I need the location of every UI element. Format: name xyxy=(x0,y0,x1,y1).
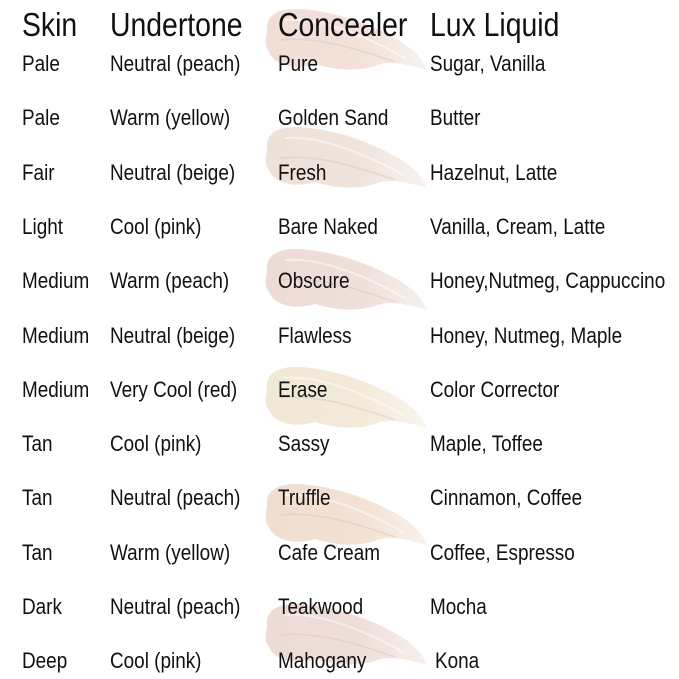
concealer-swatch xyxy=(255,0,430,75)
cell-undertone: Warm (yellow) xyxy=(110,105,231,131)
concealer-swatch xyxy=(255,240,430,315)
cell-concealer: Fresh xyxy=(278,159,327,185)
column-header-skin: Skin xyxy=(22,6,78,43)
cell-lux-liquid: Butter xyxy=(430,105,481,131)
cell-concealer: Flawless xyxy=(278,322,352,348)
cell-skin: Pale xyxy=(22,105,60,131)
cell-lux-liquid: Honey,Nutmeg, Cappuccino xyxy=(430,268,666,294)
cell-lux-liquid: Color Corrector xyxy=(430,376,560,402)
cell-undertone: Neutral (peach) xyxy=(110,594,241,619)
cell-concealer: Bare Naked xyxy=(278,213,378,239)
cell-skin: Pale xyxy=(22,51,60,76)
cell-skin: Dark xyxy=(22,594,62,619)
cell-concealer: Cafe Cream xyxy=(278,539,380,565)
concealer-swatch xyxy=(255,475,430,550)
cell-lux-liquid: Coffee, Espresso xyxy=(430,539,575,565)
cell-lux-liquid: Cinnamon, Coffee xyxy=(430,485,583,511)
cell-concealer: Erase xyxy=(278,376,328,402)
cell-lux-liquid: Sugar, Vanilla xyxy=(430,51,546,76)
concealer-swatch xyxy=(255,595,430,670)
cell-undertone: Neutral (beige) xyxy=(110,322,236,348)
cell-concealer: Pure xyxy=(278,51,318,76)
cell-skin: Tan xyxy=(22,485,53,511)
cell-undertone: Warm (peach) xyxy=(110,268,230,294)
cell-concealer: Truffle xyxy=(278,485,331,511)
cell-undertone: Neutral (peach) xyxy=(110,51,241,76)
cell-undertone: Very Cool (red) xyxy=(110,376,238,402)
column-header-concealer: Concealer xyxy=(278,6,408,43)
cell-concealer: Mahogany xyxy=(278,648,367,674)
cell-lux-liquid: Honey, Nutmeg, Maple xyxy=(430,322,623,348)
cell-lux-liquid: Mocha xyxy=(430,594,487,619)
cell-lux-liquid: Maple, Toffee xyxy=(430,431,543,457)
cell-lux-liquid: Kona xyxy=(435,648,480,674)
cell-concealer: Teakwood xyxy=(278,594,364,619)
cell-undertone: Neutral (beige) xyxy=(110,159,236,185)
cell-concealer: Sassy xyxy=(278,431,330,457)
cell-skin: Medium xyxy=(22,376,90,402)
cell-undertone: Neutral (peach) xyxy=(110,485,241,511)
cell-concealer: Obscure xyxy=(278,268,350,294)
cell-undertone: Cool (pink) xyxy=(110,431,202,457)
column-header-undertone: Undertone xyxy=(110,6,243,43)
cell-skin: Tan xyxy=(22,431,53,457)
cell-undertone: Warm (yellow) xyxy=(110,539,231,565)
column-header-lux-liquid: Lux Liquid xyxy=(430,6,560,43)
cell-skin: Medium xyxy=(22,268,90,294)
cell-concealer: Golden Sand xyxy=(278,105,389,131)
cell-skin: Tan xyxy=(22,539,53,565)
cell-skin: Light xyxy=(22,213,64,239)
cell-undertone: Cool (pink) xyxy=(110,213,202,239)
cell-skin: Fair xyxy=(22,159,55,185)
concealer-swatch xyxy=(255,358,430,433)
cell-lux-liquid: Vanilla, Cream, Latte xyxy=(430,213,606,239)
cell-skin: Deep xyxy=(22,648,68,674)
cell-lux-liquid: Hazelnut, Latte xyxy=(430,159,558,185)
concealer-swatch xyxy=(255,118,430,193)
cell-undertone: Cool (pink) xyxy=(110,648,202,674)
cell-skin: Medium xyxy=(22,322,90,348)
